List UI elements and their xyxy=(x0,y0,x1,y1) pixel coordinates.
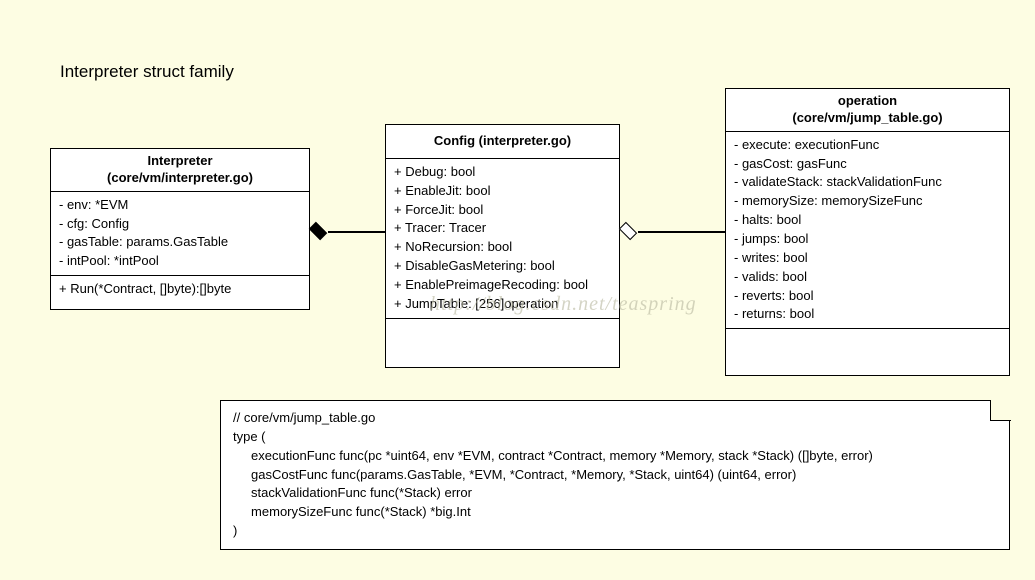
class-config: Config (interpreter.go) + Debug: bool + … xyxy=(385,124,620,368)
class-name: operation xyxy=(838,93,897,108)
diamond-hollow-icon xyxy=(619,222,637,240)
class-operation-header: operation (core/vm/jump_table.go) xyxy=(726,89,1009,132)
attr: + ForceJit: bool xyxy=(394,201,611,220)
diagram-title: Interpreter struct family xyxy=(60,62,234,82)
attr: - gasTable: params.GasTable xyxy=(59,233,301,252)
attr: + Debug: bool xyxy=(394,163,611,182)
edge-interpreter-config xyxy=(328,231,385,233)
attr: - cfg: Config xyxy=(59,215,301,234)
attr: - valids: bool xyxy=(734,268,1001,287)
class-config-header: Config (interpreter.go) xyxy=(386,125,619,159)
attr: - returns: bool xyxy=(734,305,1001,324)
attr: + DisableGasMetering: bool xyxy=(394,257,611,276)
attr: + NoRecursion: bool xyxy=(394,238,611,257)
attr: - gasCost: gasFunc xyxy=(734,155,1001,174)
attr: - execute: executionFunc xyxy=(734,136,1001,155)
class-interpreter-header: Interpreter (core/vm/interpreter.go) xyxy=(51,149,309,192)
diamond-solid-icon xyxy=(309,222,327,240)
code-note: // core/vm/jump_table.go type ( executio… xyxy=(220,400,1010,550)
class-config-attrs: + Debug: bool + EnableJit: bool + ForceJ… xyxy=(386,159,619,318)
class-name: Interpreter xyxy=(147,153,212,168)
attr: - intPool: *intPool xyxy=(59,252,301,271)
class-config-ops xyxy=(386,318,619,367)
attr: - reverts: bool xyxy=(734,287,1001,306)
note-fold-icon xyxy=(990,400,1011,421)
attr: + EnableJit: bool xyxy=(394,182,611,201)
class-interpreter: Interpreter (core/vm/interpreter.go) - e… xyxy=(50,148,310,310)
class-subtitle: (core/vm/jump_table.go) xyxy=(792,110,942,125)
class-operation-ops xyxy=(726,328,1009,375)
class-name: Config (interpreter.go) xyxy=(434,133,571,148)
attr: + Tracer: Tracer xyxy=(394,219,611,238)
attr: - writes: bool xyxy=(734,249,1001,268)
attr: + EnablePreimageRecoding: bool xyxy=(394,276,611,295)
attr: - halts: bool xyxy=(734,211,1001,230)
attr: - env: *EVM xyxy=(59,196,301,215)
attr: - memorySize: memorySizeFunc xyxy=(734,192,1001,211)
op: + Run(*Contract, []byte):[]byte xyxy=(59,280,301,299)
class-subtitle: (core/vm/interpreter.go) xyxy=(107,170,253,185)
attr: - jumps: bool xyxy=(734,230,1001,249)
edge-config-operation xyxy=(638,231,725,233)
class-operation-attrs: - execute: executionFunc - gasCost: gasF… xyxy=(726,132,1009,328)
attr: - validateStack: stackValidationFunc xyxy=(734,173,1001,192)
class-operation: operation (core/vm/jump_table.go) - exec… xyxy=(725,88,1010,376)
attr: + JumpTable: [256]operation xyxy=(394,295,611,314)
class-interpreter-attrs: - env: *EVM - cfg: Config - gasTable: pa… xyxy=(51,192,309,275)
class-interpreter-ops: + Run(*Contract, []byte):[]byte xyxy=(51,275,309,309)
